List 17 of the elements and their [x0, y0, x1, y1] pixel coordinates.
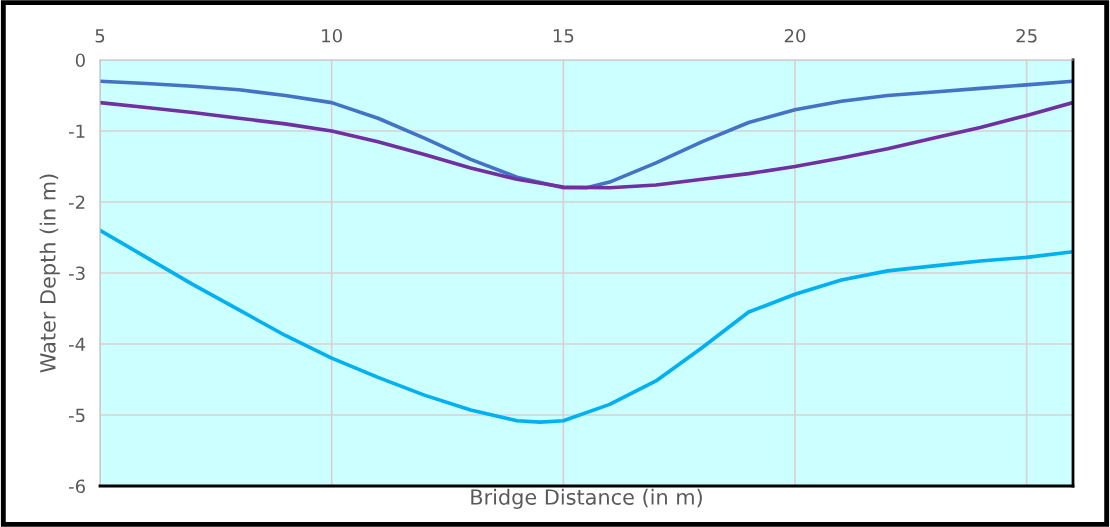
x-tick-label: 25 [1016, 28, 1037, 43]
y-tick-label: 0 [75, 53, 85, 68]
y-tick-label: -2 [68, 195, 85, 209]
x-tick-label: 10 [322, 28, 342, 43]
y-tick-label: -1 [68, 124, 85, 138]
x-axis-title: Bridge Distance (in m) [471, 488, 702, 509]
line-series [100, 100, 1073, 190]
line-series [100, 79, 1073, 190]
line-series [100, 228, 1073, 424]
y-tick-label: -5 [68, 408, 85, 423]
y-axis-title: Water Depth (in m) [39, 174, 60, 373]
y-tick-label: -3 [68, 266, 85, 281]
y-tick-label: -6 [68, 479, 85, 494]
x-tick-label: 15 [553, 29, 574, 43]
x-tick-label: 20 [784, 28, 806, 43]
x-tick-label: 5 [95, 29, 105, 43]
y-tick-label: -4 [68, 337, 86, 351]
